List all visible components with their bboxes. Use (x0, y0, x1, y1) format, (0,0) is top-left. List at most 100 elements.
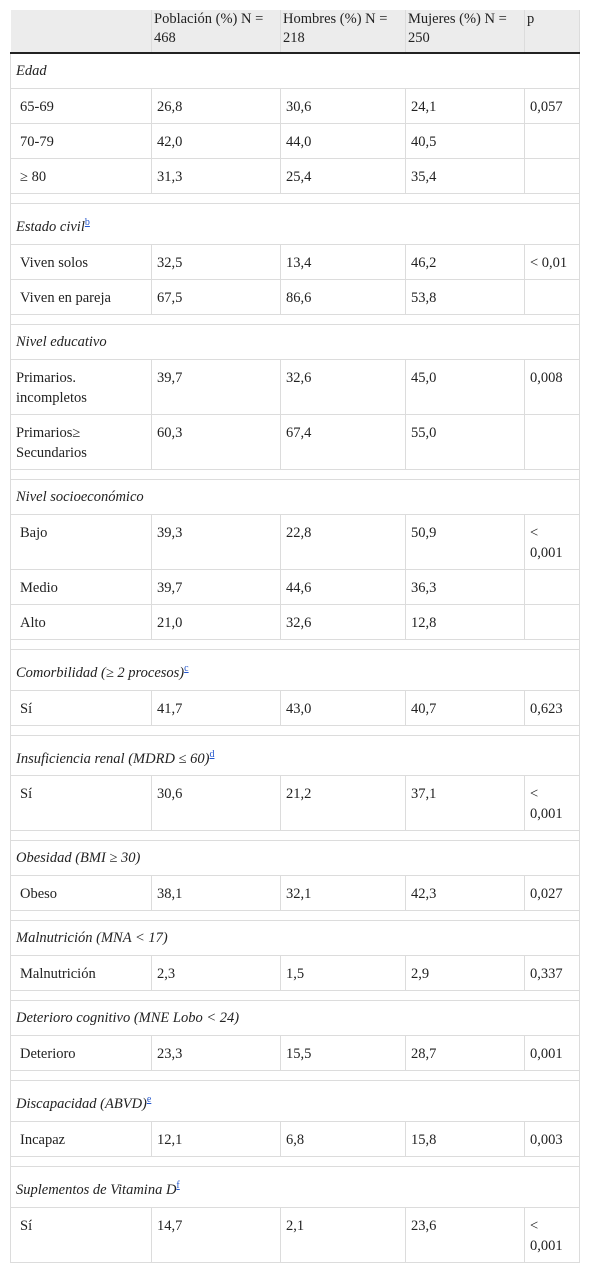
spacer-cell (10, 1070, 580, 1082)
group-title-cell: Suplementos de Vitamina Df (10, 1166, 580, 1209)
table-row: Deterioro 23,3 15,5 28,7 0,001 (10, 1035, 580, 1072)
value-hombres: 44,6 (280, 569, 406, 605)
group-header-row: Obesidad (BMI ≥ 30) (10, 840, 580, 877)
group-title-cell: Estado civilb (10, 203, 580, 245)
group-header-row: Nivel educativo (10, 324, 580, 360)
column-header-poblacion: Población (%) N = 468 (151, 10, 281, 54)
footnote-link[interactable]: b (84, 217, 90, 228)
value-mujeres: 12,8 (405, 604, 525, 640)
group-spacer (10, 1156, 580, 1168)
group-header-row: Suplementos de Vitamina Df (10, 1166, 580, 1209)
table-row: Sí 41,7 43,0 40,7 0,623 (10, 690, 580, 726)
footnote-link[interactable]: f (176, 1180, 180, 1192)
value-mujeres: 53,8 (405, 279, 525, 315)
group-title-cell: Insuficiencia renal (MDRD ≤ 60)d (10, 735, 580, 777)
table-row: 70-79 42,0 44,0 40,5 (10, 123, 580, 159)
value-hombres: 13,4 (280, 244, 406, 280)
value-hombres: 32,1 (280, 875, 406, 912)
header-row: Población (%) N = 468 Hombres (%) N = 21… (10, 10, 580, 54)
spacer-cell (10, 990, 580, 1002)
row-label: Incapaz (10, 1121, 152, 1158)
group-title: Discapacidad (ABVD) (16, 1096, 147, 1113)
footnote-ref: f (176, 1177, 179, 1191)
table-row: Medio 39,7 44,6 36,3 (10, 569, 580, 605)
table-row: Alto 21,0 32,6 12,8 (10, 604, 580, 640)
footnote-ref: b (85, 214, 90, 228)
value-p: 0,001 (524, 1035, 580, 1072)
row-label: Sí (10, 1207, 152, 1263)
spacer-cell (10, 314, 580, 325)
spacer-cell (10, 725, 580, 736)
footnote-link[interactable]: e (146, 1094, 152, 1106)
group-header-row: Edad (10, 53, 580, 89)
value-p: < 0,01 (524, 244, 580, 280)
data-table: Población (%) N = 468 Hombres (%) N = 21… (10, 10, 580, 1263)
row-label: 65-69 (10, 88, 152, 124)
table-row: Primarios≥ Secundarios 60,3 67,4 55,0 (10, 414, 580, 470)
row-label: Bajo (10, 514, 152, 570)
table-row: Viven en pareja 67,5 86,6 53,8 (10, 279, 580, 315)
value-hombres: 67,4 (280, 414, 406, 470)
group-title: Suplementos de Vitamina D (16, 1182, 177, 1199)
footnote-ref: c (184, 660, 188, 674)
footnote-link[interactable]: c (184, 662, 189, 674)
table-row: Incapaz 12,1 6,8 15,8 0,003 (10, 1121, 580, 1158)
value-poblacion: 23,3 (151, 1035, 281, 1072)
spacer-cell (10, 469, 580, 480)
value-hombres: 32,6 (280, 359, 406, 415)
spacer-cell (10, 193, 580, 204)
group-title: Nivel educativo (16, 333, 107, 350)
row-label: Malnutrición (10, 955, 152, 992)
footnote-link[interactable]: d (209, 748, 215, 760)
value-poblacion: 67,5 (151, 279, 281, 315)
table-row: Obeso 38,1 32,1 42,3 0,027 (10, 875, 580, 912)
group-header-row: Nivel socioeconómico (10, 479, 580, 515)
row-label: Deterioro (10, 1035, 152, 1072)
value-mujeres: 50,9 (405, 514, 525, 570)
group-header-row: Deterioro cognitivo (MNE Lobo < 24) (10, 1000, 580, 1037)
value-p (524, 569, 580, 605)
spacer-cell (10, 910, 580, 922)
group-spacer (10, 910, 580, 922)
value-mujeres: 40,7 (405, 690, 525, 726)
group-title-cell: Comorbilidad (≥ 2 procesos)c (10, 649, 580, 691)
value-hombres: 15,5 (280, 1035, 406, 1072)
column-header (10, 10, 152, 54)
column-header-mujeres: Mujeres (%) N = 250 (405, 10, 525, 54)
footnote-ref: e (147, 1091, 151, 1105)
group-spacer (10, 725, 580, 736)
group-title-cell: Deterioro cognitivo (MNE Lobo < 24) (10, 1000, 580, 1037)
value-poblacion: 26,8 (151, 88, 281, 124)
value-p: 0,008 (524, 359, 580, 415)
row-label: ≥ 80 (10, 158, 152, 194)
value-hombres: 21,2 (280, 775, 406, 832)
value-poblacion: 30,6 (151, 775, 281, 832)
table-row: 65-69 26,8 30,6 24,1 0,057 (10, 88, 580, 124)
value-p: 0,057 (524, 88, 580, 124)
table-body: Edad 65-69 26,8 30,6 24,1 0,057 70-79 42,0 44,0 4… (10, 53, 580, 1263)
value-hombres: 86,6 (280, 279, 406, 315)
value-poblacion: 39,7 (151, 569, 281, 605)
group-title: Deterioro cognitivo (MNE Lobo < 24) (16, 1010, 240, 1027)
row-label: Primarios. incompletos (10, 359, 152, 415)
table-row: Bajo 39,3 22,8 50,9 < 0,001 (10, 514, 580, 570)
group-title: Insuficiencia renal (MDRD ≤ 60) (16, 750, 210, 767)
value-mujeres: 46,2 (405, 244, 525, 280)
group-title: Obesidad (BMI ≥ 30) (16, 850, 141, 867)
group-title: Nivel socioeconómico (16, 488, 144, 505)
value-poblacion: 32,5 (151, 244, 281, 280)
value-p: 0,623 (524, 690, 580, 726)
value-mujeres: 40,5 (405, 123, 525, 159)
group-header-row: Insuficiencia renal (MDRD ≤ 60)d (10, 735, 580, 777)
group-title-cell: Edad (10, 53, 580, 89)
value-mujeres: 36,3 (405, 569, 525, 605)
table-row: ≥ 80 31,3 25,4 35,4 (10, 158, 580, 194)
table-row: Primarios. incompletos 39,7 32,6 45,0 0,008 (10, 359, 580, 415)
group-spacer (10, 639, 580, 650)
group-spacer (10, 990, 580, 1002)
group-header-row: Discapacidad (ABVD)e (10, 1080, 580, 1123)
row-label: Sí (10, 690, 152, 726)
group-title-cell: Malnutrición (MNA < 17) (10, 920, 580, 957)
group-title-cell: Obesidad (BMI ≥ 30) (10, 840, 580, 877)
group-header-row: Comorbilidad (≥ 2 procesos)c (10, 649, 580, 691)
